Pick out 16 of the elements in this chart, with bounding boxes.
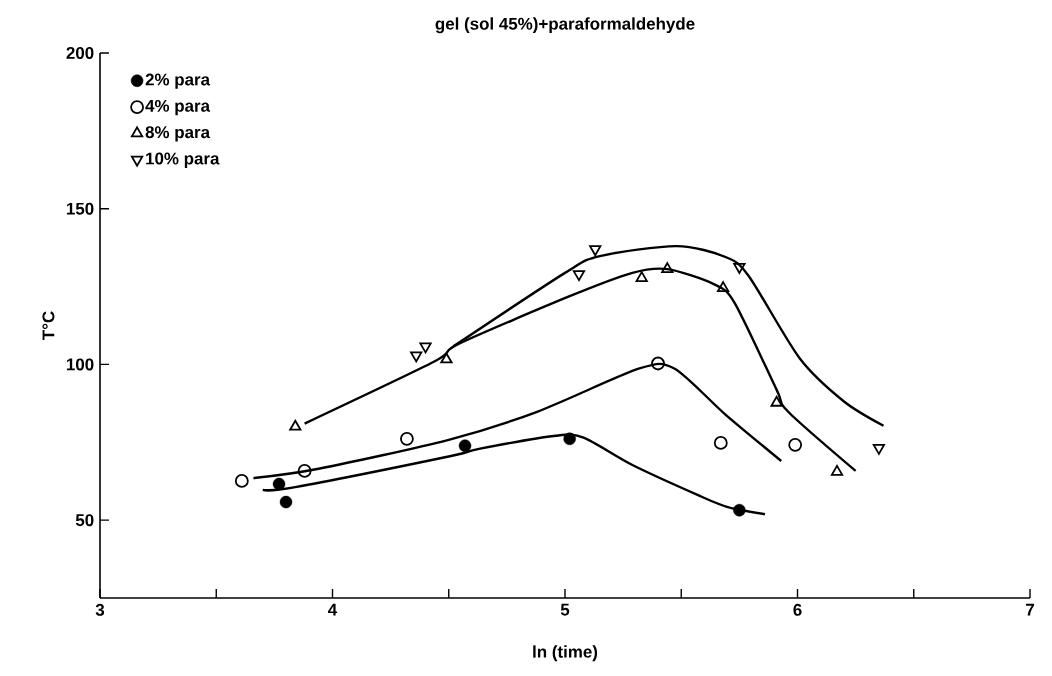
y-tick-label: 200 xyxy=(66,47,94,59)
chart-title: gel (sol 45%)+paraformaldehyde xyxy=(435,17,695,34)
x-tick-label: 6 xyxy=(793,603,802,616)
x-axis-title: ln (time) xyxy=(533,645,598,662)
legend-label: 2% para xyxy=(145,73,211,89)
x-tick-label: 4 xyxy=(328,603,338,616)
y-tick-label: 100 xyxy=(66,358,94,371)
legend-label: 10% para xyxy=(146,152,220,168)
y-tick-label: 150 xyxy=(66,202,94,215)
x-tick-label: 7 xyxy=(1026,603,1034,616)
y-tick-label: 50 xyxy=(75,514,94,527)
x-tick-label: 5 xyxy=(560,603,570,616)
legend-label: 4% para xyxy=(145,99,211,116)
y-axis-title: T°C xyxy=(42,311,55,340)
x-tick-label: 3 xyxy=(95,603,105,616)
legend-label: 8% para xyxy=(145,126,211,142)
